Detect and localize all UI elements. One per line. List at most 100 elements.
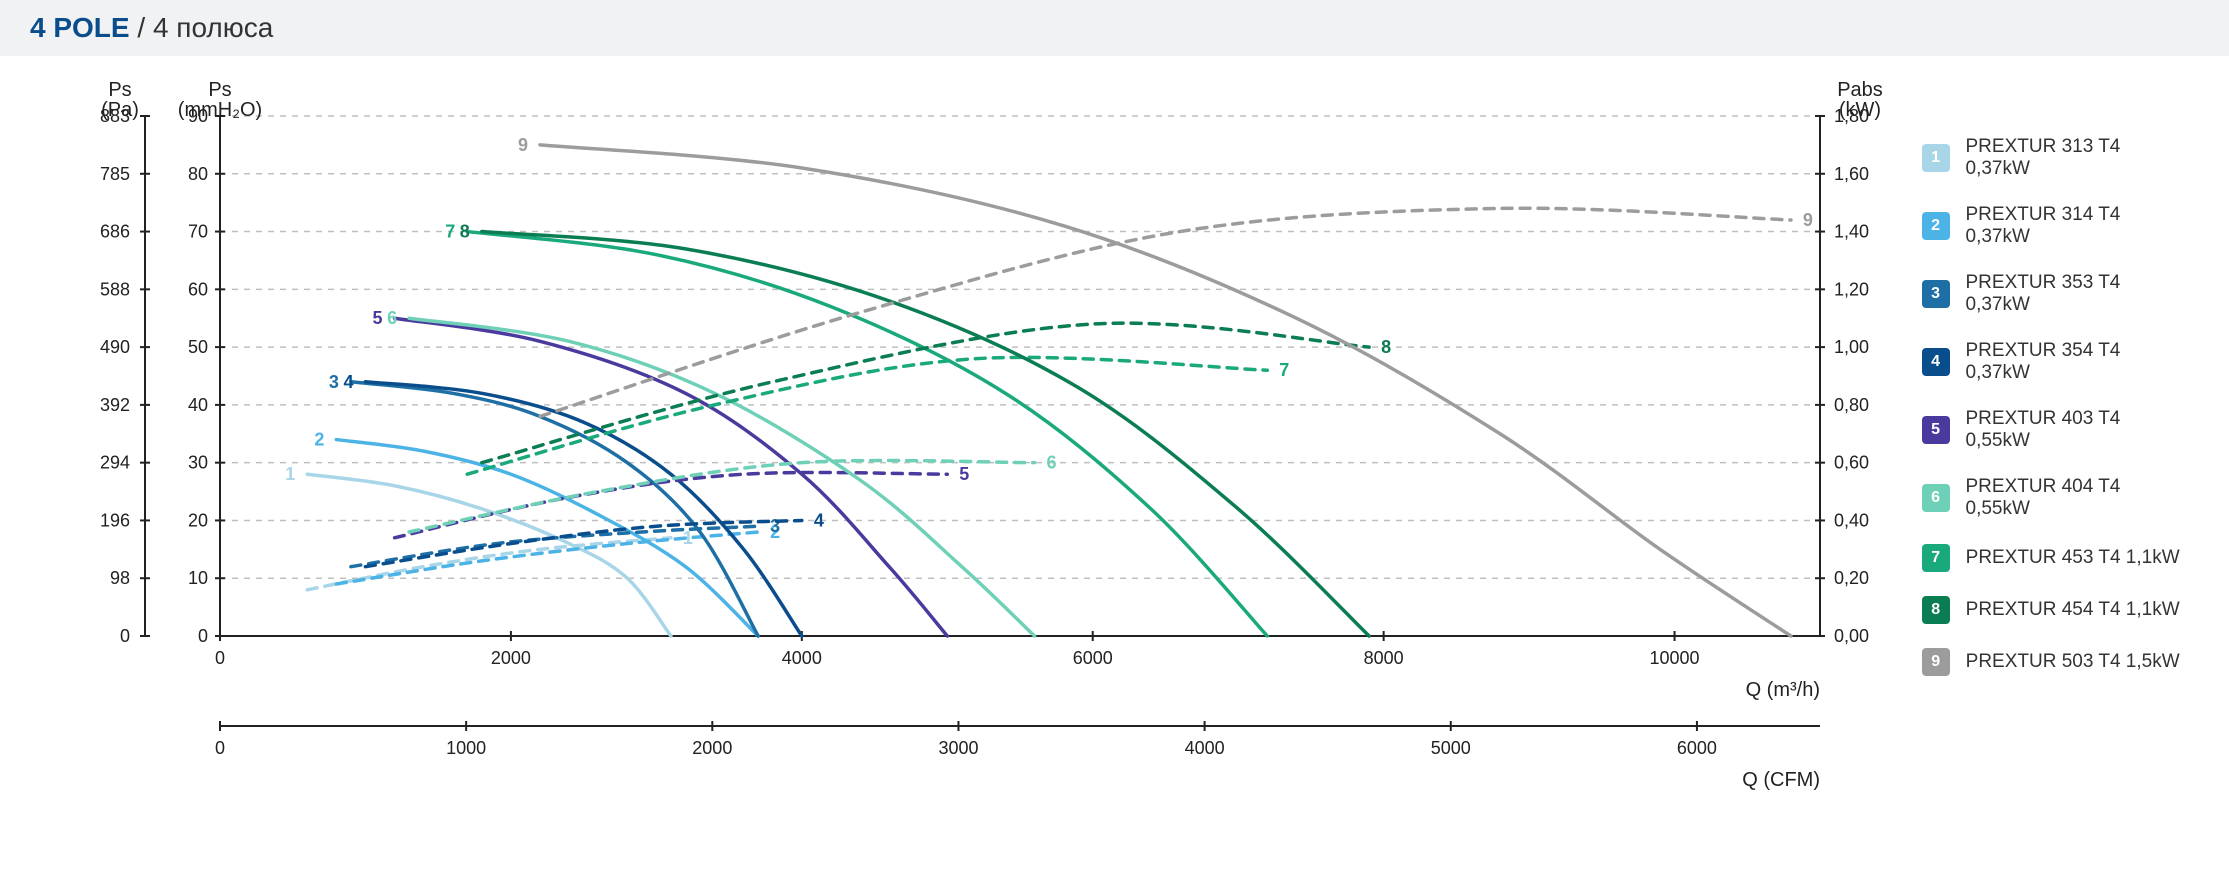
svg-text:0,40: 0,40	[1834, 511, 1869, 531]
title-bold: 4 POLE	[30, 12, 130, 43]
chart-svg: 098196294392490588686785883Ps(Pa)0102030…	[40, 76, 1890, 866]
svg-text:7: 7	[1279, 361, 1289, 381]
svg-text:588: 588	[100, 280, 130, 300]
svg-text:Pabs: Pabs	[1837, 79, 1883, 101]
svg-text:1,20: 1,20	[1834, 280, 1869, 300]
svg-text:6: 6	[1047, 453, 1057, 473]
svg-text:0: 0	[215, 648, 225, 668]
legend-label: PREXTUR 404 T4 0,55kW	[1966, 476, 2190, 520]
legend-item: 1 PREXTUR 313 T4 0,37kW	[1922, 136, 2189, 180]
svg-text:1: 1	[285, 465, 295, 485]
svg-text:10: 10	[188, 569, 208, 589]
legend-item: 2 PREXTUR 314 T4 0,37kW	[1922, 204, 2189, 248]
legend-swatch: 9	[1922, 648, 1950, 676]
svg-text:0: 0	[198, 626, 208, 646]
chart-area: 098196294392490588686785883Ps(Pa)0102030…	[40, 76, 1882, 866]
svg-text:9: 9	[1803, 210, 1813, 230]
svg-text:Q (m³/h): Q (m³/h)	[1746, 679, 1820, 701]
svg-text:(mmH₂O): (mmH₂O)	[178, 99, 262, 121]
legend-label: PREXTUR 314 T4 0,37kW	[1966, 204, 2190, 248]
title-bar: 4 POLE / 4 полюса	[0, 0, 2229, 56]
svg-text:3000: 3000	[938, 738, 978, 758]
legend-item: 6 PREXTUR 404 T4 0,55kW	[1922, 476, 2189, 520]
legend-label: PREXTUR 454 T4 1,1kW	[1966, 599, 2180, 621]
svg-text:7: 7	[445, 222, 455, 242]
legend-label: PREXTUR 403 T4 0,55kW	[1966, 408, 2190, 452]
svg-text:40: 40	[188, 395, 208, 415]
svg-text:2000: 2000	[491, 648, 531, 668]
svg-text:4000: 4000	[782, 648, 822, 668]
svg-text:5000: 5000	[1431, 738, 1471, 758]
svg-text:0,00: 0,00	[1834, 626, 1869, 646]
svg-text:0,60: 0,60	[1834, 453, 1869, 473]
svg-text:4: 4	[343, 372, 353, 392]
svg-text:2: 2	[314, 430, 324, 450]
svg-text:392: 392	[100, 395, 130, 415]
legend-label: PREXTUR 353 T4 0,37kW	[1966, 272, 2190, 316]
svg-text:5: 5	[373, 309, 383, 329]
svg-text:10000: 10000	[1650, 648, 1700, 668]
svg-text:80: 80	[188, 164, 208, 184]
legend-swatch: 5	[1922, 416, 1950, 444]
svg-text:4000: 4000	[1185, 738, 1225, 758]
svg-text:8: 8	[460, 222, 470, 242]
legend-swatch: 8	[1922, 596, 1950, 624]
svg-text:Ps: Ps	[108, 79, 131, 101]
svg-text:3: 3	[329, 372, 339, 392]
legend-item: 3 PREXTUR 353 T4 0,37kW	[1922, 272, 2189, 316]
legend-label: PREXTUR 313 T4 0,37kW	[1966, 136, 2190, 180]
legend-label: PREXTUR 354 T4 0,37kW	[1966, 340, 2190, 384]
svg-text:1,00: 1,00	[1834, 338, 1869, 358]
svg-text:6000: 6000	[1677, 738, 1717, 758]
legend-label: PREXTUR 453 T4 1,1kW	[1966, 547, 2180, 569]
svg-text:(Pa): (Pa)	[101, 99, 139, 121]
svg-text:686: 686	[100, 222, 130, 242]
svg-text:8: 8	[1381, 338, 1391, 358]
svg-text:0: 0	[215, 738, 225, 758]
svg-text:98: 98	[110, 569, 130, 589]
legend-item: 5 PREXTUR 403 T4 0,55kW	[1922, 408, 2189, 452]
svg-text:1,40: 1,40	[1834, 222, 1869, 242]
svg-text:1000: 1000	[446, 738, 486, 758]
legend-swatch: 1	[1922, 144, 1950, 172]
legend-swatch: 3	[1922, 280, 1950, 308]
svg-text:60: 60	[188, 280, 208, 300]
svg-text:50: 50	[188, 338, 208, 358]
svg-text:8000: 8000	[1364, 648, 1404, 668]
svg-text:6000: 6000	[1073, 648, 1113, 668]
svg-text:6: 6	[387, 309, 397, 329]
title-separator: /	[130, 12, 153, 43]
svg-text:1,60: 1,60	[1834, 164, 1869, 184]
svg-text:9: 9	[518, 135, 528, 155]
svg-text:70: 70	[188, 222, 208, 242]
legend: 1 PREXTUR 313 T4 0,37kW 2 PREXTUR 314 T4 0,…	[1882, 76, 2189, 866]
svg-text:490: 490	[100, 338, 130, 358]
title-light: 4 полюса	[153, 12, 273, 43]
svg-text:20: 20	[188, 511, 208, 531]
svg-text:30: 30	[188, 453, 208, 473]
legend-item: 7 PREXTUR 453 T4 1,1kW	[1922, 544, 2189, 572]
legend-swatch: 6	[1922, 484, 1950, 512]
svg-text:5: 5	[959, 465, 969, 485]
svg-text:0,80: 0,80	[1834, 395, 1869, 415]
legend-item: 4 PREXTUR 354 T4 0,37kW	[1922, 340, 2189, 384]
legend-swatch: 4	[1922, 348, 1950, 376]
svg-text:294: 294	[100, 453, 130, 473]
legend-item: 8 PREXTUR 454 T4 1,1kW	[1922, 596, 2189, 624]
svg-text:3: 3	[770, 517, 780, 537]
svg-text:2000: 2000	[692, 738, 732, 758]
legend-swatch: 7	[1922, 544, 1950, 572]
svg-text:196: 196	[100, 511, 130, 531]
svg-text:785: 785	[100, 164, 130, 184]
svg-text:Q (CFM): Q (CFM)	[1742, 769, 1820, 791]
page-root: 4 POLE / 4 полюса 0981962943924905886867…	[0, 0, 2229, 889]
svg-text:(kW): (kW)	[1839, 99, 1881, 121]
svg-text:0,20: 0,20	[1834, 569, 1869, 589]
legend-swatch: 2	[1922, 212, 1950, 240]
legend-item: 9 PREXTUR 503 T4 1,5kW	[1922, 648, 2189, 676]
legend-label: PREXTUR 503 T4 1,5kW	[1966, 651, 2180, 673]
content-row: 098196294392490588686785883Ps(Pa)0102030…	[0, 56, 2229, 866]
svg-text:Ps: Ps	[208, 79, 231, 101]
svg-text:0: 0	[120, 626, 130, 646]
svg-text:4: 4	[814, 511, 824, 531]
